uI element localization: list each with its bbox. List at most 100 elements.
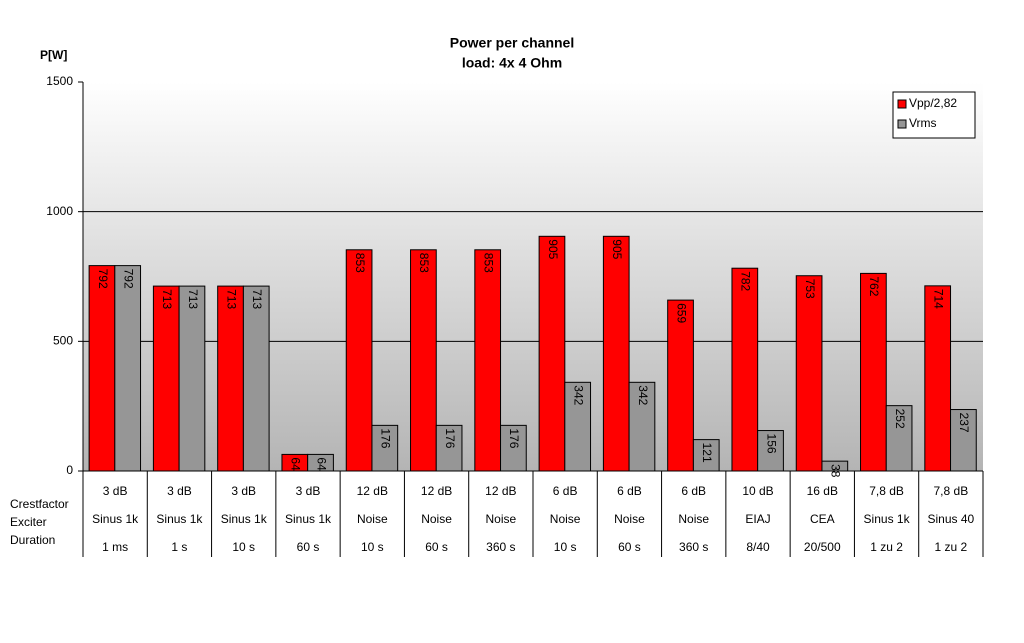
data-label: 753 (803, 279, 817, 299)
bar (500, 424, 527, 472)
data-label: 64 (289, 457, 303, 471)
data-label: 853 (353, 253, 367, 273)
x-tick-label: 10 s (232, 540, 255, 554)
x-tick-label: 1 s (171, 540, 187, 554)
data-label: 713 (224, 289, 238, 309)
data-label: 762 (867, 276, 881, 296)
data-label: 342 (636, 385, 650, 405)
data-label: 853 (482, 253, 496, 273)
data-label: 64 (314, 457, 328, 471)
bar (885, 405, 913, 472)
data-label: 176 (379, 428, 393, 448)
y-tick-label: 0 (66, 463, 73, 477)
data-label: 713 (186, 289, 200, 309)
x-tick-label: Noise (678, 512, 709, 526)
x-tick-label: Noise (550, 512, 581, 526)
x-tick-label: Noise (357, 512, 388, 526)
data-label: 156 (764, 434, 778, 454)
data-label: 252 (893, 409, 907, 429)
x-tick-label: CEA (810, 512, 835, 526)
bar (217, 285, 244, 472)
x-tick-label: 12 dB (357, 484, 388, 498)
legend-label: Vpp/2,82 (909, 96, 957, 110)
bar (345, 249, 373, 472)
bar (860, 272, 887, 472)
x-tick-label: 3 dB (296, 484, 321, 498)
bar (924, 285, 952, 472)
data-label: 792 (96, 269, 110, 289)
x-tick-label: 7,8 dB (869, 484, 904, 498)
data-label: 713 (160, 289, 174, 309)
x-tick-label: EIAJ (745, 512, 770, 526)
bar (795, 275, 823, 472)
x-tick-label: 12 dB (421, 484, 452, 498)
legend-box (892, 91, 976, 139)
bar (950, 409, 977, 472)
y-tick-label: 500 (53, 334, 73, 348)
data-label: 782 (739, 271, 753, 291)
x-tick-label: 6 dB (681, 484, 706, 498)
bar (538, 235, 566, 472)
category-level-name: Exciter (10, 515, 47, 529)
x-tick-label: 60 s (297, 540, 320, 554)
x-tick-label: Sinus 1k (221, 512, 268, 526)
chart-subtitle: load: 4x 4 Ohm (462, 55, 562, 71)
bar (152, 285, 180, 472)
x-tick-label: 3 dB (103, 484, 128, 498)
category-level-name: Duration (10, 533, 55, 547)
data-label: 121 (700, 443, 714, 463)
category-level-name: Crestfactor (10, 497, 69, 511)
bar (564, 381, 592, 472)
data-label: 659 (674, 303, 688, 323)
data-label: 792 (122, 269, 136, 289)
legend-label: Vrms (909, 116, 937, 130)
x-tick-label: Noise (614, 512, 645, 526)
chart-title: Power per channel (450, 35, 574, 51)
x-tick-label: 60 s (425, 540, 448, 554)
y-tick-label: 1500 (46, 74, 73, 88)
bar (821, 460, 849, 472)
legend (892, 91, 976, 139)
legend-swatch (897, 119, 907, 129)
x-tick-label: Sinus 1k (864, 512, 911, 526)
data-label: 905 (546, 239, 560, 259)
bar (242, 285, 270, 472)
bar (410, 249, 437, 472)
bar (88, 265, 116, 472)
x-tick-label: Sinus 1k (156, 512, 203, 526)
bar (307, 453, 334, 472)
data-label: 905 (610, 239, 624, 259)
x-tick-label: 10 dB (742, 484, 773, 498)
x-tick-label: 10 s (554, 540, 577, 554)
x-tick-label: 8/40 (746, 540, 770, 554)
data-label: 342 (572, 385, 586, 405)
x-tick-label: Sinus 1k (92, 512, 139, 526)
x-tick-label: 16 dB (807, 484, 838, 498)
y-tick-label: 1000 (46, 204, 73, 218)
x-tick-label: 10 s (361, 540, 384, 554)
bar (371, 424, 399, 472)
x-tick-label: 20/500 (804, 540, 841, 554)
x-tick-label: Noise (486, 512, 517, 526)
bar (757, 430, 784, 472)
data-label: 38 (829, 464, 843, 478)
x-tick-label: Sinus 1k (285, 512, 332, 526)
x-tick-label: Noise (421, 512, 452, 526)
x-tick-label: 1 zu 2 (870, 540, 903, 554)
x-tick-label: 6 dB (617, 484, 642, 498)
y-axis-label: P[W] (40, 48, 67, 62)
bar (731, 267, 759, 472)
bar (178, 285, 206, 472)
x-tick-label: 360 s (679, 540, 708, 554)
bar (114, 265, 142, 472)
x-tick-label: 1 zu 2 (935, 540, 968, 554)
data-label: 237 (957, 413, 971, 433)
x-tick-label: 360 s (486, 540, 515, 554)
data-label: 176 (443, 428, 457, 448)
data-label: 853 (417, 253, 431, 273)
x-tick-label: 3 dB (231, 484, 256, 498)
data-label: 714 (932, 289, 946, 309)
bar (667, 299, 694, 472)
bar (602, 235, 630, 472)
